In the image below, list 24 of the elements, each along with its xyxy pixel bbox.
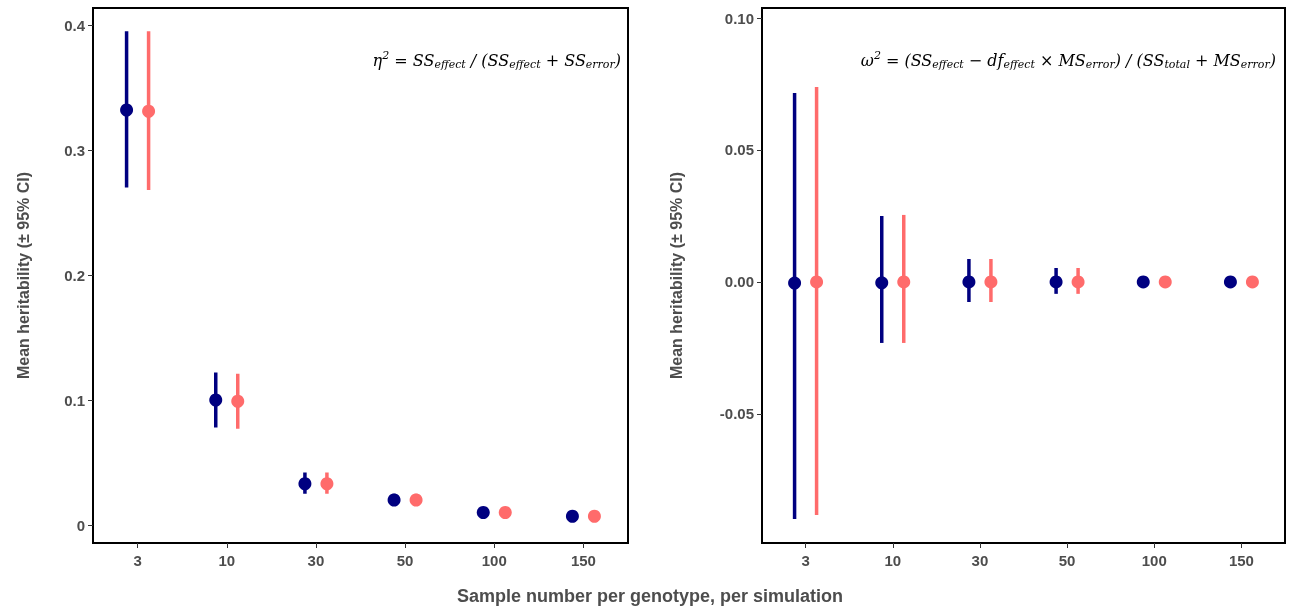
x-tick-label: 30 xyxy=(971,552,989,569)
y-tick-label: 0.10 xyxy=(724,9,754,27)
y-axis-title: Mean heritability (± 95% CI) xyxy=(667,171,685,380)
x-tick-label: 10 xyxy=(218,552,236,569)
y-tick-label: 0.1 xyxy=(64,391,85,409)
x-tick-label: 50 xyxy=(396,552,414,569)
x-tick-label: 30 xyxy=(307,552,325,569)
x-tick-label: 100 xyxy=(1141,552,1167,569)
y-tick-label: -0.05 xyxy=(719,405,754,423)
y-tick-label: 0.2 xyxy=(64,266,85,284)
y-tick-label: 0.00 xyxy=(724,273,754,291)
x-tick-label: 150 xyxy=(570,552,596,569)
y-tick-label: 0.4 xyxy=(64,16,86,34)
y-tick-label: 0 xyxy=(76,516,85,534)
x-tick-label: 3 xyxy=(801,552,810,569)
y-tick-label: 0.05 xyxy=(724,141,754,159)
x-tick-label: 150 xyxy=(1228,552,1254,569)
x-axis-title: Sample number per genotype, per simulation xyxy=(455,586,845,607)
x-tick-label: 50 xyxy=(1058,552,1076,569)
y-axis-title: Mean heritability (± 95% CI) xyxy=(14,171,32,380)
x-tick-label: 3 xyxy=(133,552,142,569)
x-tick-label: 100 xyxy=(481,552,507,569)
y-tick-label: 0.3 xyxy=(64,141,85,159)
x-tick-label: 10 xyxy=(884,552,902,569)
